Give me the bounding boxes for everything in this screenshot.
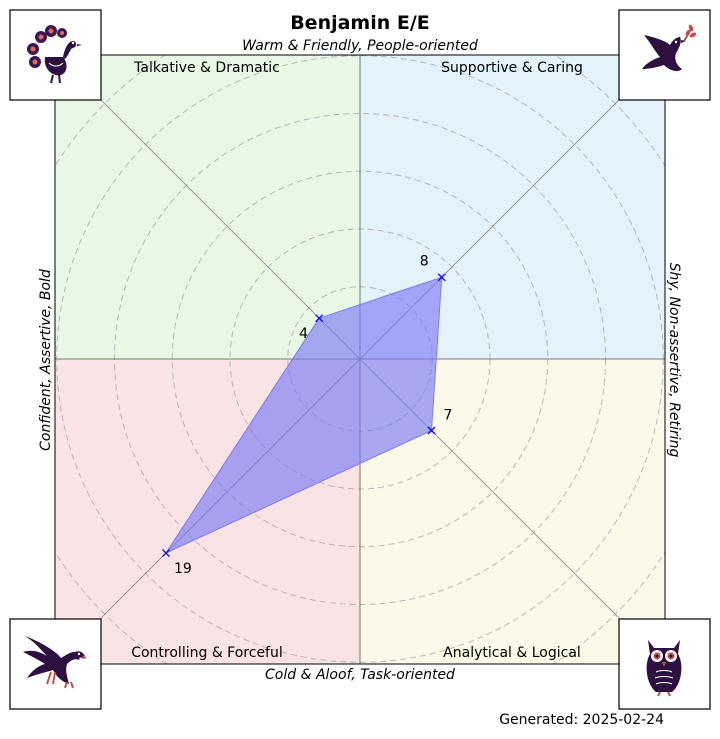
eagle-icon [9,618,102,710]
point-labels: 4 8 7 19 [174,253,452,577]
data-marker-tl [315,314,324,323]
quadrant-label-tl: Talkative & Dramatic [133,60,280,76]
axis-label-left: Confident, Assertive, Bold [38,269,54,451]
data-polygon-group [162,273,446,557]
data-marker-tr [437,273,446,282]
quadrant-label-tr: Supportive & Caring [441,60,583,76]
dove-icon [618,9,711,101]
axis-label-top: Warm & Friendly, People-oriented [242,38,478,54]
owl-icon [618,618,711,710]
generated-date: Generated: 2025-02-24 [499,712,664,728]
axis-label-right: Shy, Non-assertive, Retiring [666,263,682,458]
data-marker-bl [162,549,170,557]
point-label-bl: 19 [174,561,192,577]
plot-frame [54,54,666,665]
data-marker-br [427,426,436,435]
point-label-tr: 8 [420,253,429,269]
peacock-icon [9,9,102,101]
axis-label-bottom: Cold & Aloof, Task-oriented [265,667,455,683]
quadrant-label-br: Analytical & Logical [443,645,581,661]
chart-title: Benjamin E/E [290,12,430,34]
point-label-br: 7 [443,407,452,423]
quadrant-label-bl: Controlling & Forceful [131,645,283,661]
point-label-tl: 4 [299,326,308,342]
quadrant-backgrounds [55,55,665,664]
